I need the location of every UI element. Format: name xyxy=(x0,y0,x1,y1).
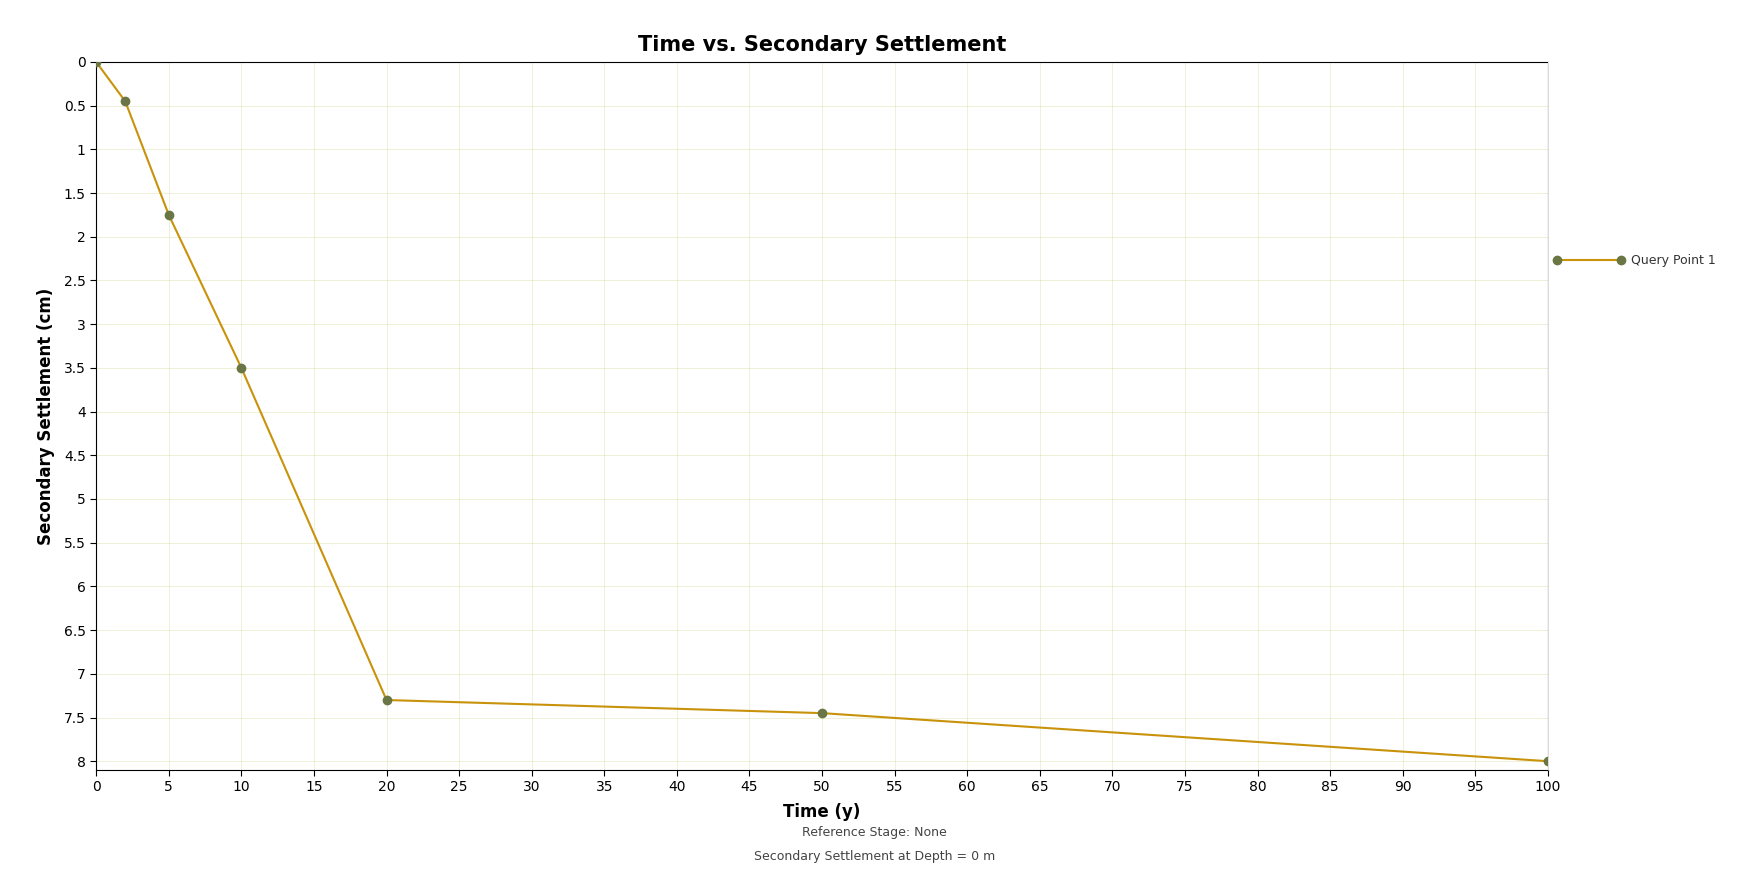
Query Point 1 xyxy=(376,695,397,705)
Text: Secondary Settlement at Depth = 0 m: Secondary Settlement at Depth = 0 m xyxy=(753,850,995,863)
Query Point 1 xyxy=(157,210,180,220)
Query Point 1 xyxy=(1536,756,1557,766)
Query Point 1 xyxy=(115,96,136,106)
X-axis label: Time (y): Time (y) xyxy=(783,803,860,820)
Query Point 1 xyxy=(86,57,107,67)
Title: Time vs. Secondary Settlement: Time vs. Secondary Settlement xyxy=(638,35,1005,55)
Text: Query Point 1: Query Point 1 xyxy=(1629,254,1715,266)
Text: Reference Stage: None: Reference Stage: None xyxy=(802,827,946,839)
Line: Query Point 1: Query Point 1 xyxy=(93,58,1550,766)
Query Point 1 xyxy=(231,363,252,373)
Query Point 1 xyxy=(811,708,832,719)
Y-axis label: Secondary Settlement (cm): Secondary Settlement (cm) xyxy=(37,288,56,544)
